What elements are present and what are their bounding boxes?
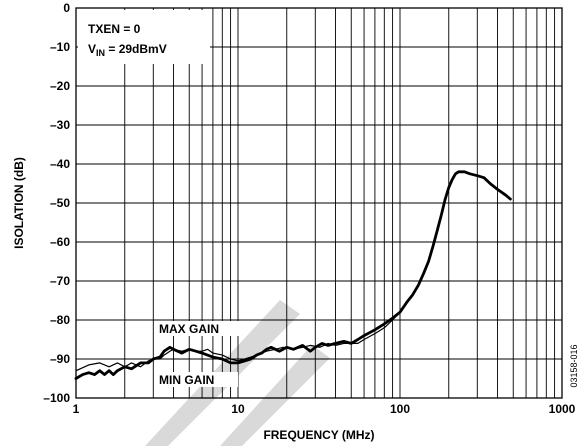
min-gain-label: MIN GAIN xyxy=(159,373,214,387)
x-axis-title: FREQUENCY (MHz) xyxy=(263,428,374,442)
series-layer xyxy=(74,170,512,380)
max-gain-label: MAX GAIN xyxy=(159,322,219,336)
x-tick-label: 10 xyxy=(231,402,245,416)
max-gain-label-bg xyxy=(156,321,242,336)
y-tick-label: –50 xyxy=(50,196,70,210)
plot-frame xyxy=(75,7,563,399)
y-axis-title: ISOLATION (dB) xyxy=(12,157,26,249)
x-tick-labels: 1 10 100 1000 xyxy=(73,402,576,416)
condition-1: TXEN = 0 xyxy=(88,22,141,36)
y-tick-label: 0 xyxy=(63,1,70,15)
condition-box: TXEN = 0 VIN = 29dBmV xyxy=(78,10,210,64)
grid xyxy=(76,8,562,398)
condition-2: VIN = 29dBmV xyxy=(88,42,167,58)
y-tick-label: –90 xyxy=(50,352,70,366)
y-tick-label: –100 xyxy=(43,391,70,405)
y-tick-labels: 0 –10 –20 –30 –40 –50 –60 –70 –80 –90 –100 xyxy=(43,1,70,405)
y-tick-label: –30 xyxy=(50,118,70,132)
x-tick-label: 100 xyxy=(390,402,410,416)
y-tick-label: –80 xyxy=(50,313,70,327)
y-tick-label: –20 xyxy=(50,79,70,93)
x-tick-label: 1 xyxy=(73,402,80,416)
series-min-gain xyxy=(74,170,512,380)
figure-id: 03158-016 xyxy=(569,344,579,387)
min-gain-label-bg xyxy=(156,372,238,387)
y-tick-label: –70 xyxy=(50,274,70,288)
x-tick-label: 1000 xyxy=(549,402,576,416)
y-tick-label: –10 xyxy=(50,40,70,54)
y-tick-label: –40 xyxy=(50,157,70,171)
y-tick-label: –60 xyxy=(50,235,70,249)
series-max-gain xyxy=(75,311,401,372)
